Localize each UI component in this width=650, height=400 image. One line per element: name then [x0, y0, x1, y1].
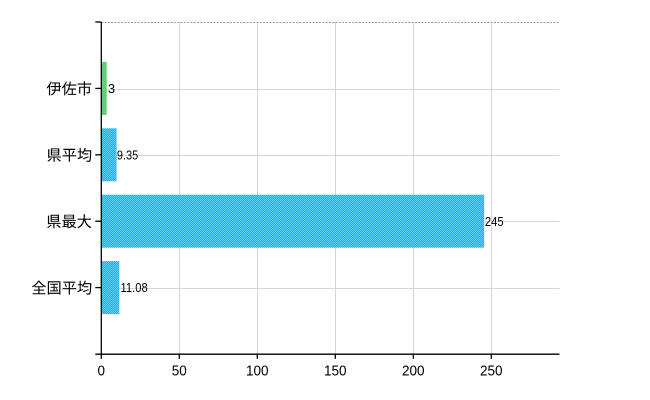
svg-text:100: 100 [246, 363, 269, 379]
svg-text:250: 250 [480, 363, 503, 379]
svg-text:0: 0 [98, 363, 106, 379]
svg-text:11.08: 11.08 [121, 280, 148, 295]
svg-text:200: 200 [402, 363, 425, 379]
svg-text:3: 3 [108, 81, 115, 96]
svg-text:245: 245 [485, 214, 504, 229]
svg-text:150: 150 [324, 363, 347, 379]
svg-text:9.35: 9.35 [117, 147, 138, 162]
svg-text:50: 50 [172, 363, 187, 379]
